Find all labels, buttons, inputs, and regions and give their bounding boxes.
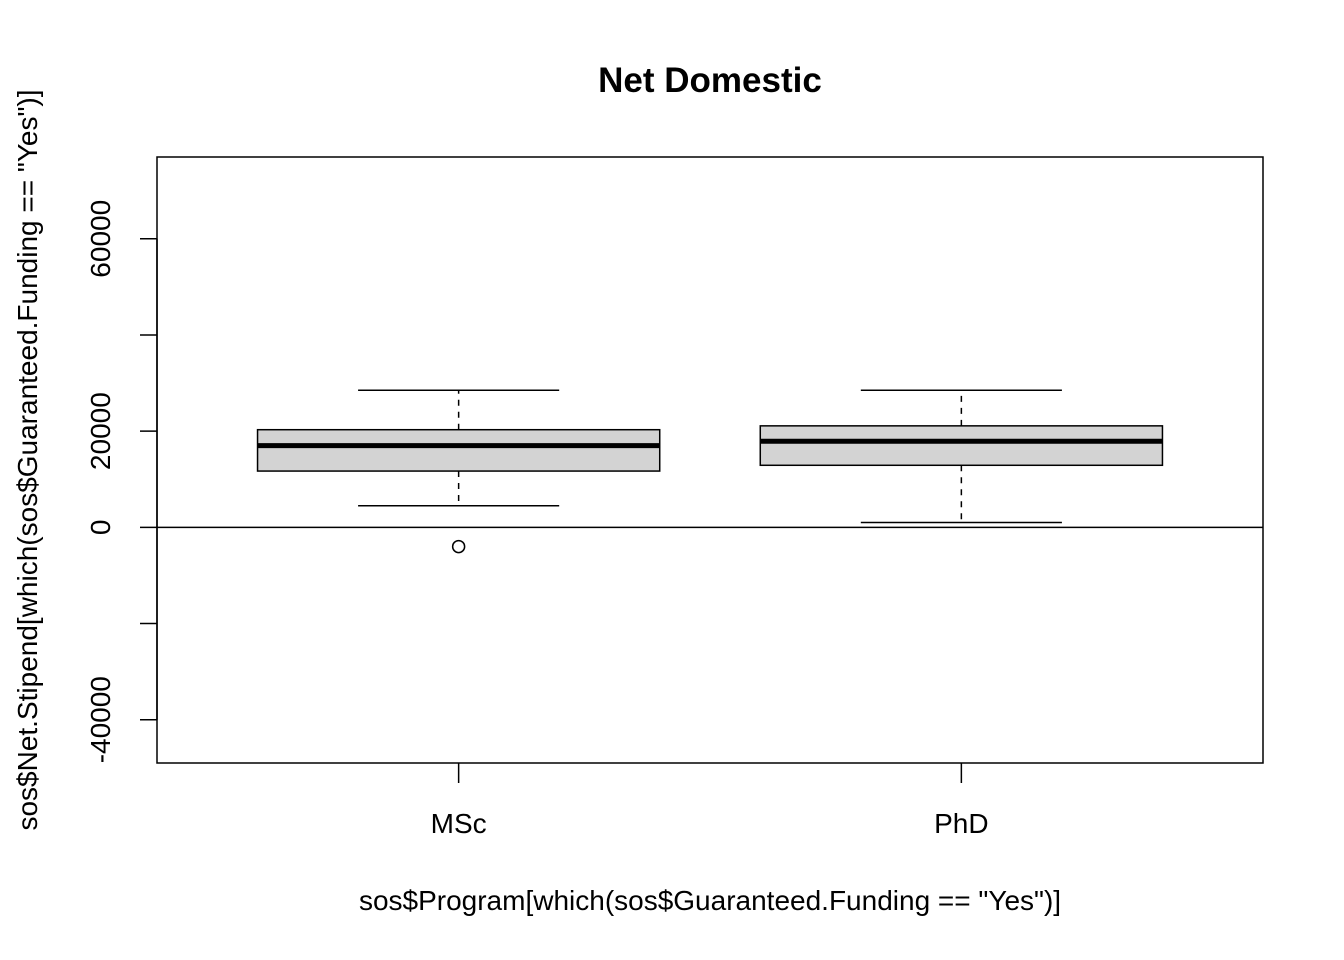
iqr-box bbox=[256, 428, 661, 472]
y-tick-label: 20000 bbox=[85, 392, 116, 470]
outlier-point bbox=[451, 539, 466, 554]
x-axis: MSc PhD bbox=[431, 763, 989, 839]
y-tick-label: 60000 bbox=[85, 200, 116, 278]
x-tick-label-msc: MSc bbox=[431, 808, 487, 839]
boxes bbox=[256, 389, 1164, 554]
chart-title: Net Domestic bbox=[598, 61, 822, 100]
box-msc bbox=[256, 389, 661, 554]
y-tick-label: 0 bbox=[85, 520, 116, 536]
y-axis: -40000 0 20000 60000 bbox=[85, 200, 158, 763]
box-phd bbox=[759, 389, 1164, 524]
y-tick-label: -40000 bbox=[85, 676, 116, 763]
x-axis-label: sos$Program[which(sos$Guaranteed.Funding… bbox=[359, 885, 1061, 916]
y-axis-label: sos$Net.Stipend[which(sos$Guaranteed.Fun… bbox=[12, 89, 43, 830]
x-tick-label-phd: PhD bbox=[934, 808, 988, 839]
iqr-box bbox=[759, 425, 1164, 467]
